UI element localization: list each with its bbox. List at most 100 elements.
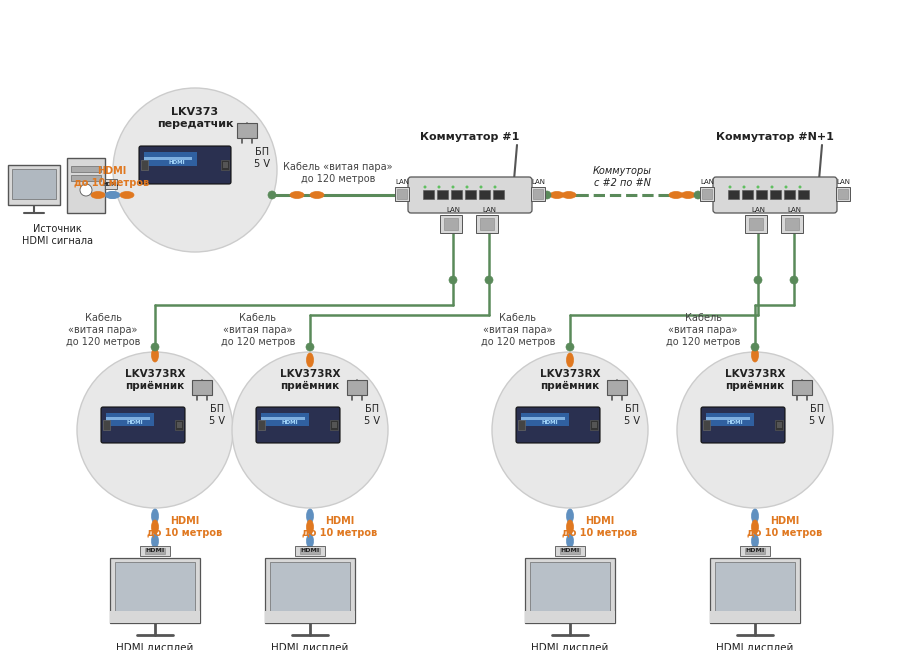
Circle shape bbox=[232, 352, 388, 508]
FancyBboxPatch shape bbox=[71, 166, 101, 172]
Text: Коммуторы
с #2 по #N: Коммуторы с #2 по #N bbox=[592, 166, 652, 188]
Ellipse shape bbox=[105, 192, 119, 198]
FancyBboxPatch shape bbox=[71, 175, 101, 181]
FancyBboxPatch shape bbox=[798, 190, 809, 199]
Circle shape bbox=[694, 191, 702, 199]
Text: Коммутатор #N+1: Коммутатор #N+1 bbox=[716, 132, 834, 142]
Circle shape bbox=[728, 185, 732, 188]
Text: БП
5 V: БП 5 V bbox=[254, 147, 270, 169]
FancyBboxPatch shape bbox=[607, 380, 627, 395]
FancyBboxPatch shape bbox=[330, 420, 338, 430]
FancyBboxPatch shape bbox=[265, 558, 355, 623]
Text: LKV373RX
приёмник: LKV373RX приёмник bbox=[724, 369, 785, 391]
FancyBboxPatch shape bbox=[332, 422, 337, 428]
Circle shape bbox=[493, 185, 497, 188]
Circle shape bbox=[751, 343, 759, 351]
Text: HDMI: HDMI bbox=[561, 549, 580, 554]
FancyBboxPatch shape bbox=[792, 380, 812, 395]
FancyBboxPatch shape bbox=[756, 190, 767, 199]
Text: LAN: LAN bbox=[531, 179, 545, 185]
FancyBboxPatch shape bbox=[300, 548, 320, 554]
Text: HDMI
до 10 метров: HDMI до 10 метров bbox=[747, 516, 823, 538]
Circle shape bbox=[543, 191, 551, 199]
Ellipse shape bbox=[120, 192, 134, 198]
FancyBboxPatch shape bbox=[144, 157, 193, 159]
FancyBboxPatch shape bbox=[408, 177, 532, 213]
FancyBboxPatch shape bbox=[192, 380, 212, 395]
Circle shape bbox=[798, 185, 802, 188]
FancyBboxPatch shape bbox=[516, 407, 600, 443]
Circle shape bbox=[437, 185, 440, 188]
FancyBboxPatch shape bbox=[140, 546, 170, 556]
Text: БП
5 V: БП 5 V bbox=[624, 404, 640, 426]
FancyBboxPatch shape bbox=[702, 189, 712, 199]
Circle shape bbox=[754, 276, 762, 284]
FancyBboxPatch shape bbox=[295, 546, 325, 556]
FancyBboxPatch shape bbox=[144, 152, 197, 166]
FancyBboxPatch shape bbox=[521, 413, 569, 426]
FancyBboxPatch shape bbox=[728, 190, 739, 199]
FancyBboxPatch shape bbox=[12, 169, 56, 199]
Ellipse shape bbox=[151, 509, 158, 523]
FancyBboxPatch shape bbox=[110, 611, 200, 623]
Text: LKV373RX
приёмник: LKV373RX приёмник bbox=[280, 369, 340, 391]
Circle shape bbox=[113, 88, 277, 252]
FancyBboxPatch shape bbox=[777, 422, 782, 428]
Text: HDMI: HDMI bbox=[103, 183, 120, 187]
Ellipse shape bbox=[566, 534, 573, 548]
FancyBboxPatch shape bbox=[423, 190, 434, 199]
Text: HDMI: HDMI bbox=[168, 161, 185, 166]
FancyBboxPatch shape bbox=[223, 162, 228, 168]
FancyBboxPatch shape bbox=[706, 413, 754, 426]
Circle shape bbox=[677, 352, 833, 508]
FancyBboxPatch shape bbox=[784, 190, 795, 199]
FancyBboxPatch shape bbox=[521, 417, 565, 420]
Text: Источник
HDMI сигнала: Источник HDMI сигнала bbox=[22, 224, 93, 246]
Text: HDMI дисплей: HDMI дисплей bbox=[716, 643, 794, 650]
Text: HDMI: HDMI bbox=[282, 421, 298, 426]
FancyBboxPatch shape bbox=[145, 548, 165, 554]
Circle shape bbox=[480, 185, 482, 188]
Ellipse shape bbox=[307, 520, 313, 534]
FancyBboxPatch shape bbox=[775, 420, 783, 430]
Text: LAN: LAN bbox=[836, 179, 850, 185]
Ellipse shape bbox=[752, 509, 759, 523]
Text: LAN: LAN bbox=[482, 207, 496, 213]
FancyBboxPatch shape bbox=[139, 146, 231, 184]
Ellipse shape bbox=[106, 192, 120, 198]
Ellipse shape bbox=[566, 509, 573, 523]
Text: Кабель «витая пара»
до 120 метров: Кабель «витая пара» до 120 метров bbox=[284, 162, 392, 184]
Circle shape bbox=[770, 185, 773, 188]
Ellipse shape bbox=[562, 192, 576, 198]
FancyBboxPatch shape bbox=[749, 218, 763, 230]
Circle shape bbox=[790, 276, 798, 284]
FancyBboxPatch shape bbox=[493, 190, 504, 199]
FancyBboxPatch shape bbox=[105, 179, 117, 189]
FancyBboxPatch shape bbox=[710, 558, 800, 623]
FancyBboxPatch shape bbox=[110, 558, 200, 623]
Text: Кабель
«витая пара»
до 120 метров: Кабель «витая пара» до 120 метров bbox=[666, 313, 740, 347]
FancyBboxPatch shape bbox=[740, 546, 770, 556]
Text: HDMI дисплей: HDMI дисплей bbox=[271, 643, 348, 650]
FancyBboxPatch shape bbox=[592, 422, 597, 428]
Circle shape bbox=[306, 343, 314, 351]
Ellipse shape bbox=[669, 192, 683, 198]
FancyBboxPatch shape bbox=[115, 562, 195, 613]
FancyBboxPatch shape bbox=[781, 215, 803, 233]
FancyBboxPatch shape bbox=[555, 546, 585, 556]
Circle shape bbox=[268, 191, 276, 199]
FancyBboxPatch shape bbox=[518, 420, 525, 430]
Ellipse shape bbox=[307, 353, 313, 367]
Text: HDMI
до 10 метров: HDMI до 10 метров bbox=[148, 516, 222, 538]
FancyBboxPatch shape bbox=[437, 190, 448, 199]
Text: HDMI дисплей: HDMI дисплей bbox=[531, 643, 608, 650]
Circle shape bbox=[424, 185, 427, 188]
FancyBboxPatch shape bbox=[703, 420, 710, 430]
Circle shape bbox=[151, 343, 159, 351]
FancyBboxPatch shape bbox=[106, 417, 150, 420]
FancyBboxPatch shape bbox=[531, 187, 545, 201]
Text: Кабель
«витая пара»
до 120 метров: Кабель «витая пара» до 120 метров bbox=[66, 313, 140, 347]
Ellipse shape bbox=[752, 348, 759, 362]
FancyBboxPatch shape bbox=[836, 187, 850, 201]
FancyBboxPatch shape bbox=[451, 190, 462, 199]
